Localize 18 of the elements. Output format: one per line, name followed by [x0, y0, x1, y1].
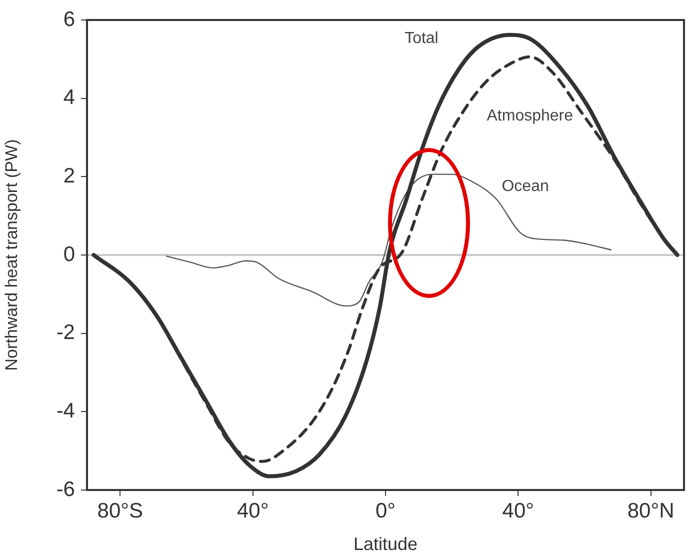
- line-series: [166, 174, 612, 307]
- x-tick-label: 80°S: [97, 499, 144, 522]
- series-label: Atmosphere: [486, 108, 574, 125]
- series-label: Ocean: [502, 178, 549, 195]
- x-tick-label: 80°N: [627, 499, 674, 522]
- y-tick-label: 2: [63, 164, 75, 188]
- y-tick-label: 6: [63, 8, 75, 31]
- x-axis-title: Latitude: [353, 534, 418, 554]
- x-tick-label: 0°: [375, 499, 396, 522]
- y-tick-label: 0: [63, 242, 75, 266]
- x-tick-label: 40°: [236, 499, 269, 522]
- series-label: Total: [404, 30, 438, 48]
- x-tick-label: 40°: [502, 499, 534, 522]
- y-axis-title: Northward heat transport (PW): [2, 139, 21, 371]
- y-tick-label: -6: [56, 478, 75, 501]
- y-tick-label: -2: [56, 321, 75, 344]
- y-tick-label: 4: [63, 86, 76, 110]
- y-tick-label: -4: [56, 399, 76, 422]
